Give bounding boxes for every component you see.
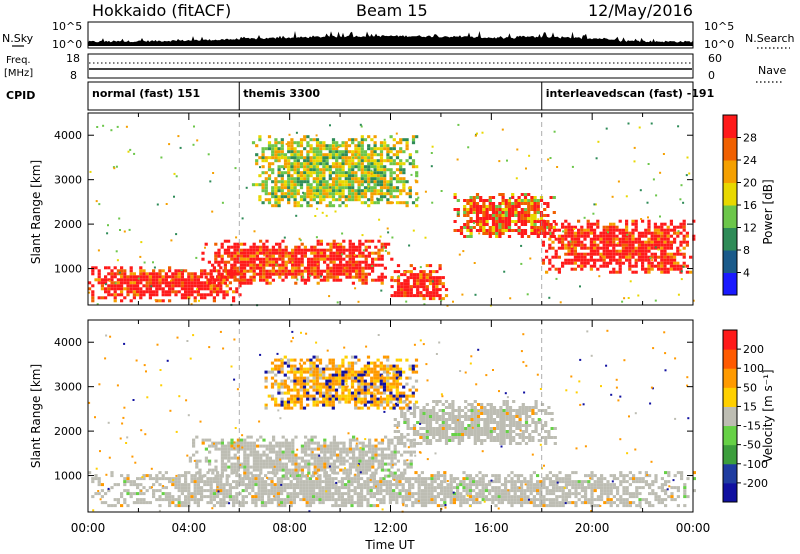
colorbar-tick: -15 [743,420,761,433]
colorbar-tick: 28 [743,132,757,145]
colorbar-tick: 4 [743,267,750,280]
ytick-label: 3000 [54,381,82,394]
colorbar-tick: 50 [743,381,757,394]
xtick-label: 16:00 [474,521,509,535]
power-colorbar: 28 24 20 16 12 8 4 [722,114,757,296]
nave-top-tick: 60 [708,52,722,65]
colorbar-tick: -200 [743,477,768,490]
xtick-label: 20:00 [575,521,610,535]
freq-bottom-tick: 8 [70,69,77,82]
plot-title: Hokkaido (fitACF) [92,1,231,20]
velocity-data [88,329,696,513]
time-axis: 00:00 04:00 08:00 12:00 16:00 20:00 00:00 [71,521,711,535]
power-colorbar-label: Power [dB] [761,179,775,244]
cpid-strip: CPID normal (fast) 151 themis 3300 interle… [6,81,714,111]
xtick-label: 04:00 [172,521,207,535]
power-ylabel: Slant Range [km] [29,160,43,264]
colorbar-tick: -100 [743,458,768,471]
cpid-segment-1: themis 3300 [243,87,320,100]
ytick-label: 1000 [54,470,82,483]
date-label: 12/May/2016 [588,1,693,20]
colorbar-tick: 100 [743,362,764,375]
colorbar-tick: 16 [743,199,757,212]
ytick-label: 3000 [54,174,82,187]
power-panel: 1000 2000 3000 4000 Slant Range [km] 28 24 20… [29,112,775,307]
nsky-strip: N.Sky 10^5 10^0 10^5 10^0 N.Search [2,20,795,51]
colorbar-tick: 20 [743,177,757,190]
xtick-label: 08:00 [272,521,307,535]
freq-label: Freq. [6,55,31,66]
xtick-label: 00:00 [676,521,711,535]
colorbar-tick: 200 [743,343,764,356]
velocity-panel: 1000 2000 3000 4000 Slant Range [km] 200 100… [29,319,775,513]
cpid-label: CPID [6,89,35,102]
colorbar-tick: 24 [743,154,757,167]
freq-strip: Freq. [MHz] 18 8 60 0 Nave [4,52,786,83]
nsearch-trace [87,38,692,45]
ytick-label: 4000 [54,336,82,349]
cpid-segment-0: normal (fast) 151 [92,87,200,100]
power-data [88,122,696,307]
nsearch-label: N.Search [745,32,795,45]
nave-label: Nave [758,64,786,77]
nsearch-top-tick: 10^5 [704,20,734,33]
ytick-label: 2000 [54,218,82,231]
ytick-label: 4000 [54,129,82,142]
nsky-bottom-tick: 10^0 [52,38,82,51]
ytick-label: 1000 [54,263,82,276]
beam-label: Beam 15 [356,1,428,20]
colorbar-tick: 12 [743,222,757,235]
nave-bottom-tick: 0 [708,69,715,82]
nsearch-bottom-tick: 10^0 [704,38,734,51]
colorbar-tick: -50 [743,439,761,452]
velocity-colorbar-label: Velocity [m s⁻¹] [761,369,775,462]
freq-unit: [MHz] [4,68,33,79]
velocity-colorbar: 200 100 50 15 -15 -50 -100 -200 [722,329,768,503]
xtick-label: 00:00 [71,521,106,535]
freq-top-tick: 18 [66,52,80,65]
ytick-label: 2000 [54,425,82,438]
colorbar-tick: 15 [743,400,757,413]
time-xlabel: Time UT [364,538,415,552]
colorbar-tick: 8 [743,244,750,257]
nsky-label: N.Sky [2,32,34,45]
xtick-label: 12:00 [373,521,408,535]
velocity-ylabel: Slant Range [km] [29,364,43,468]
nsky-trace [88,31,693,46]
nsky-top-tick: 10^5 [52,20,82,33]
cpid-segment-2: interleavedscan (fast) -191 [546,87,714,100]
